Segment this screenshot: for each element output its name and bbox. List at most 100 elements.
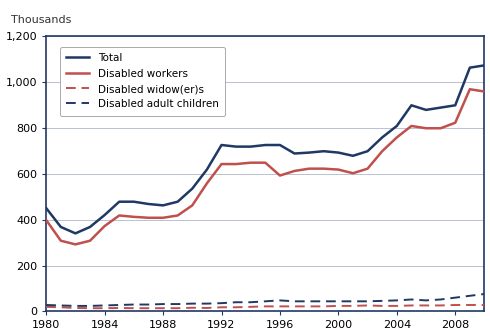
- Disabled workers: [131, 215, 137, 219]
- Disabled widow(er)s: [219, 305, 224, 309]
- Disabled adult children: [160, 302, 166, 306]
- Disabled workers: [87, 239, 93, 243]
- Disabled widow(er)s: [116, 306, 122, 310]
- Disabled adult children: [321, 299, 327, 303]
- Disabled widow(er)s: [394, 304, 400, 308]
- Disabled adult children: [350, 299, 356, 303]
- Disabled adult children: [43, 303, 49, 307]
- Total: [204, 168, 210, 172]
- Total: [277, 143, 283, 147]
- Disabled widow(er)s: [438, 303, 443, 307]
- Disabled widow(er)s: [73, 306, 78, 310]
- Total: [102, 213, 108, 217]
- Total: [146, 202, 151, 206]
- Disabled widow(er)s: [292, 304, 297, 308]
- Disabled widow(er)s: [409, 303, 415, 307]
- Disabled adult children: [204, 302, 210, 306]
- Total: [379, 135, 385, 139]
- Total: [306, 151, 312, 155]
- Disabled adult children: [175, 302, 181, 306]
- Disabled workers: [321, 167, 327, 171]
- Disabled workers: [467, 87, 473, 91]
- Disabled workers: [423, 126, 429, 130]
- Disabled adult children: [438, 297, 443, 301]
- Disabled adult children: [262, 299, 268, 303]
- Disabled widow(er)s: [160, 306, 166, 310]
- Disabled workers: [379, 149, 385, 153]
- Disabled workers: [336, 168, 342, 172]
- Disabled adult children: [233, 300, 239, 304]
- Total: [160, 203, 166, 207]
- Disabled workers: [409, 124, 415, 128]
- Disabled adult children: [409, 297, 415, 301]
- Disabled adult children: [87, 304, 93, 308]
- Line: Disabled workers: Disabled workers: [46, 89, 485, 244]
- Total: [233, 144, 239, 149]
- Disabled workers: [204, 181, 210, 185]
- Text: Thousands: Thousands: [11, 15, 72, 25]
- Disabled adult children: [131, 302, 137, 306]
- Disabled adult children: [116, 303, 122, 307]
- Disabled workers: [306, 167, 312, 171]
- Total: [467, 66, 473, 70]
- Disabled widow(er)s: [277, 304, 283, 308]
- Total: [248, 144, 254, 149]
- Disabled workers: [146, 216, 151, 220]
- Disabled widow(er)s: [189, 306, 195, 310]
- Disabled widow(er)s: [175, 306, 181, 310]
- Disabled workers: [43, 218, 49, 222]
- Total: [394, 124, 400, 128]
- Disabled widow(er)s: [58, 305, 64, 309]
- Total: [262, 143, 268, 147]
- Disabled workers: [394, 135, 400, 139]
- Total: [189, 186, 195, 191]
- Disabled adult children: [58, 303, 64, 307]
- Disabled widow(er)s: [365, 303, 370, 307]
- Disabled widow(er)s: [321, 304, 327, 308]
- Disabled workers: [438, 126, 443, 130]
- Disabled adult children: [452, 296, 458, 300]
- Disabled workers: [102, 224, 108, 228]
- Disabled workers: [58, 239, 64, 243]
- Disabled widow(er)s: [102, 306, 108, 310]
- Disabled widow(er)s: [482, 303, 488, 307]
- Disabled workers: [175, 213, 181, 217]
- Disabled widow(er)s: [379, 304, 385, 308]
- Disabled adult children: [482, 292, 488, 296]
- Disabled adult children: [219, 301, 224, 305]
- Disabled workers: [73, 242, 78, 246]
- Disabled widow(er)s: [248, 305, 254, 309]
- Disabled workers: [350, 171, 356, 175]
- Disabled adult children: [102, 303, 108, 307]
- Disabled adult children: [365, 299, 370, 303]
- Disabled workers: [365, 167, 370, 171]
- Disabled workers: [116, 213, 122, 217]
- Disabled widow(er)s: [233, 305, 239, 309]
- Disabled widow(er)s: [87, 306, 93, 310]
- Legend: Total, Disabled workers, Disabled widow(er)s, Disabled adult children: Total, Disabled workers, Disabled widow(…: [60, 47, 225, 116]
- Disabled widow(er)s: [306, 304, 312, 308]
- Total: [409, 103, 415, 107]
- Total: [452, 103, 458, 107]
- Disabled widow(er)s: [423, 303, 429, 307]
- Disabled widow(er)s: [350, 304, 356, 308]
- Total: [116, 200, 122, 204]
- Total: [58, 225, 64, 229]
- Line: Total: Total: [46, 66, 485, 234]
- Disabled widow(er)s: [467, 303, 473, 307]
- Disabled widow(er)s: [146, 306, 151, 310]
- Disabled adult children: [336, 299, 342, 303]
- Disabled workers: [219, 162, 224, 166]
- Disabled workers: [233, 162, 239, 166]
- Disabled adult children: [423, 298, 429, 302]
- Total: [175, 200, 181, 204]
- Total: [131, 200, 137, 204]
- Disabled widow(er)s: [131, 306, 137, 310]
- Line: Disabled widow(er)s: Disabled widow(er)s: [46, 305, 485, 308]
- Disabled adult children: [394, 298, 400, 302]
- Total: [438, 106, 443, 110]
- Disabled workers: [292, 169, 297, 173]
- Total: [43, 206, 49, 210]
- Total: [73, 232, 78, 236]
- Total: [350, 154, 356, 158]
